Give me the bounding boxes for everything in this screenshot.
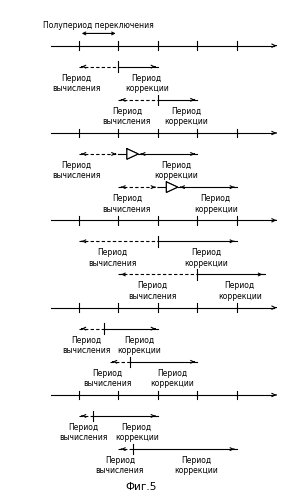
Polygon shape	[127, 149, 138, 159]
Text: Период
коррекции: Период коррекции	[218, 281, 262, 301]
Text: Период
коррекции: Период коррекции	[115, 423, 159, 442]
Text: Период
вычисления: Период вычисления	[103, 107, 151, 126]
Text: Период
вычисления: Период вычисления	[59, 423, 107, 442]
Polygon shape	[166, 182, 178, 193]
Text: Период
вычисления: Период вычисления	[52, 161, 100, 180]
Text: Период
вычисления: Период вычисления	[52, 74, 100, 93]
Text: Полупериод переключения: Полупериод переключения	[43, 21, 154, 30]
Text: Период
коррекции: Период коррекции	[174, 456, 218, 476]
Text: Фиг.5: Фиг.5	[125, 482, 157, 492]
Text: Период
коррекции: Период коррекции	[118, 335, 162, 355]
Text: Период
вычисления: Период вычисления	[96, 456, 144, 476]
Text: Период
коррекции: Период коррекции	[194, 194, 238, 214]
Text: Период
коррекции: Период коррекции	[125, 74, 169, 93]
Text: Период
вычисления: Период вычисления	[83, 369, 131, 388]
Text: Период
вычисления: Период вычисления	[89, 249, 137, 267]
Text: Период
коррекции: Период коррекции	[164, 107, 208, 126]
Text: Период
вычисления: Период вычисления	[62, 335, 110, 355]
Text: Период
коррекции: Период коррекции	[184, 249, 228, 267]
Text: Период
коррекции: Период коррекции	[150, 369, 194, 388]
Text: Период
коррекции: Период коррекции	[154, 161, 198, 180]
Text: Период
вычисления: Период вычисления	[128, 281, 177, 301]
Text: Период
вычисления: Период вычисления	[103, 194, 151, 214]
